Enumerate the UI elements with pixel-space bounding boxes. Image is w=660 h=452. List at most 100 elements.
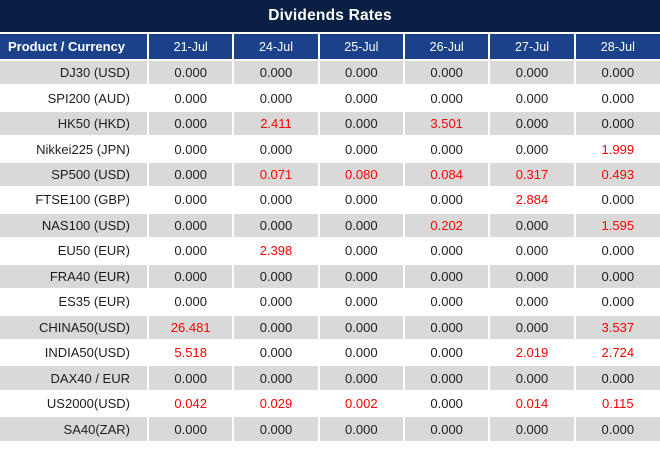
column-header-date: 28-Jul [573,32,660,61]
dividend-value-cell: 0.000 [402,135,491,163]
dividend-value-cell: 0.000 [488,211,576,240]
dividend-value-cell: 0.000 [402,262,491,291]
dividend-value-cell: 0.000 [488,58,576,87]
table-row: DJ30 (USD) 0.000 0.000 0.000 0.000 0.000 0.000 [0,58,660,87]
table-row: SPI200 (AUD) 0.000 0.000 0.000 0.000 0.000 0.0… [0,84,660,112]
dividend-value-cell: 2.884 [488,186,576,214]
dividend-value-cell: 0.000 [573,288,660,316]
dividend-value-cell: 0.002 [317,389,405,418]
column-header-date: 24-Jul [232,32,320,61]
dividend-value-cell: 0.000 [573,237,660,265]
dividend-value-cell: 3.501 [402,109,491,138]
dividend-value-cell: 0.000 [402,58,491,87]
dividend-value-cell: 1.999 [573,135,660,163]
dividend-value-cell: 0.000 [317,58,405,87]
table-header-row: Product / Currency 21-Jul 24-Jul 25-Jul … [0,32,660,61]
dividend-value-cell: 0.029 [232,389,320,418]
column-header-date: 27-Jul [488,32,576,61]
dividend-value-cell: 0.000 [573,364,660,392]
product-cell: ES35 (EUR) [0,288,149,316]
dividend-value-cell: 0.000 [573,262,660,291]
dividend-value-cell: 2.411 [232,109,320,138]
dividend-value-cell: 0.000 [317,415,405,443]
dividend-value-cell: 0.000 [488,84,576,112]
dividend-value-cell: 0.000 [317,262,405,291]
dividend-value-cell: 2.398 [232,237,320,265]
dividend-value-cell: 0.000 [232,364,320,392]
dividend-value-cell: 0.000 [146,186,235,214]
column-header-date: 21-Jul [146,32,235,61]
dividend-value-cell: 0.000 [573,109,660,138]
dividend-value-cell: 0.000 [488,288,576,316]
dividend-value-cell: 0.000 [232,58,320,87]
dividend-value-cell: 0.000 [146,84,235,112]
product-cell: HK50 (HKD) [0,109,149,138]
dividend-value-cell: 0.000 [488,237,576,265]
dividend-value-cell: 0.071 [232,160,320,189]
dividend-value-cell: 0.000 [573,415,660,443]
dividend-value-cell: 0.000 [146,364,235,392]
dividend-value-cell: 0.000 [402,415,491,443]
dividend-value-cell: 5.518 [146,338,235,367]
table-row: CHINA50(USD) 26.481 0.000 0.000 0.000 0.000 3.… [0,313,660,342]
dividend-value-cell: 0.000 [146,288,235,316]
dividend-value-cell: 2.724 [573,338,660,367]
product-cell: SA40(ZAR) [0,415,149,443]
dividend-value-cell: 0.000 [317,186,405,214]
dividend-value-cell: 0.000 [232,262,320,291]
dividend-value-cell: 0.000 [146,109,235,138]
product-cell: US2000(USD) [0,389,149,418]
dividend-value-cell: 0.317 [488,160,576,189]
product-cell: NAS100 (USD) [0,211,149,240]
dividend-value-cell: 0.000 [573,84,660,112]
dividend-value-cell: 0.000 [232,288,320,316]
dividend-value-cell: 0.000 [488,364,576,392]
dividend-value-cell: 0.000 [232,313,320,342]
dividend-value-cell: 0.000 [146,211,235,240]
table-row: US2000(USD) 0.042 0.029 0.002 0.000 0.014 0.11… [0,389,660,418]
dividend-value-cell: 0.000 [317,338,405,367]
dividend-value-cell: 0.000 [317,84,405,112]
dividend-value-cell: 0.000 [402,237,491,265]
dividend-value-cell: 0.000 [232,338,320,367]
product-cell: FTSE100 (GBP) [0,186,149,214]
dividend-value-cell: 0.000 [402,338,491,367]
table-row: FRA40 (EUR) 0.000 0.000 0.000 0.000 0.000 0.00… [0,262,660,291]
dividend-value-cell: 0.000 [232,415,320,443]
table-row: Nikkei225 (JPN) 0.000 0.000 0.000 0.000 0.000… [0,135,660,163]
dividend-value-cell: 0.084 [402,160,491,189]
dividend-value-cell: 0.000 [573,186,660,214]
dividend-value-cell: 0.080 [317,160,405,189]
dividend-value-cell: 1.595 [573,211,660,240]
dividend-value-cell: 0.042 [146,389,235,418]
table-row: SP500 (USD) 0.000 0.071 0.080 0.084 0.317 0.49… [0,160,660,189]
dividend-value-cell: 0.493 [573,160,660,189]
widget-title-bar: Dividends Rates [0,0,660,32]
table-row: SA40(ZAR) 0.000 0.000 0.000 0.000 0.000 0.000 [0,415,660,443]
dividend-value-cell: 0.000 [488,313,576,342]
dividend-value-cell: 0.000 [402,288,491,316]
dividend-value-cell: 2.019 [488,338,576,367]
dividend-value-cell: 0.000 [146,237,235,265]
column-header-product: Product / Currency [0,32,149,61]
product-cell: EU50 (EUR) [0,237,149,265]
product-cell: INDIA50(USD) [0,338,149,367]
widget-title: Dividends Rates [268,7,392,24]
column-header-date: 26-Jul [402,32,491,61]
dividend-value-cell: 0.000 [317,288,405,316]
dividend-value-cell: 0.000 [317,313,405,342]
table-row: FTSE100 (GBP) 0.000 0.000 0.000 0.000 2.884 0.… [0,186,660,214]
dividend-value-cell: 0.115 [573,389,660,418]
product-cell: DAX40 / EUR [0,364,149,392]
dividend-value-cell: 0.014 [488,389,576,418]
dividend-value-cell: 0.000 [573,58,660,87]
table-row: DAX40 / EUR 0.000 0.000 0.000 0.000 0.000 0.00… [0,364,660,392]
dividend-value-cell: 0.000 [402,186,491,214]
dividend-value-cell: 0.000 [402,389,491,418]
table-row: ES35 (EUR) 0.000 0.000 0.000 0.000 0.000 0.000 [0,288,660,316]
dividend-value-cell: 0.000 [317,211,405,240]
dividend-value-cell: 0.000 [232,84,320,112]
dividend-value-cell: 0.000 [146,415,235,443]
dividend-value-cell: 0.000 [317,109,405,138]
product-cell: SPI200 (AUD) [0,84,149,112]
